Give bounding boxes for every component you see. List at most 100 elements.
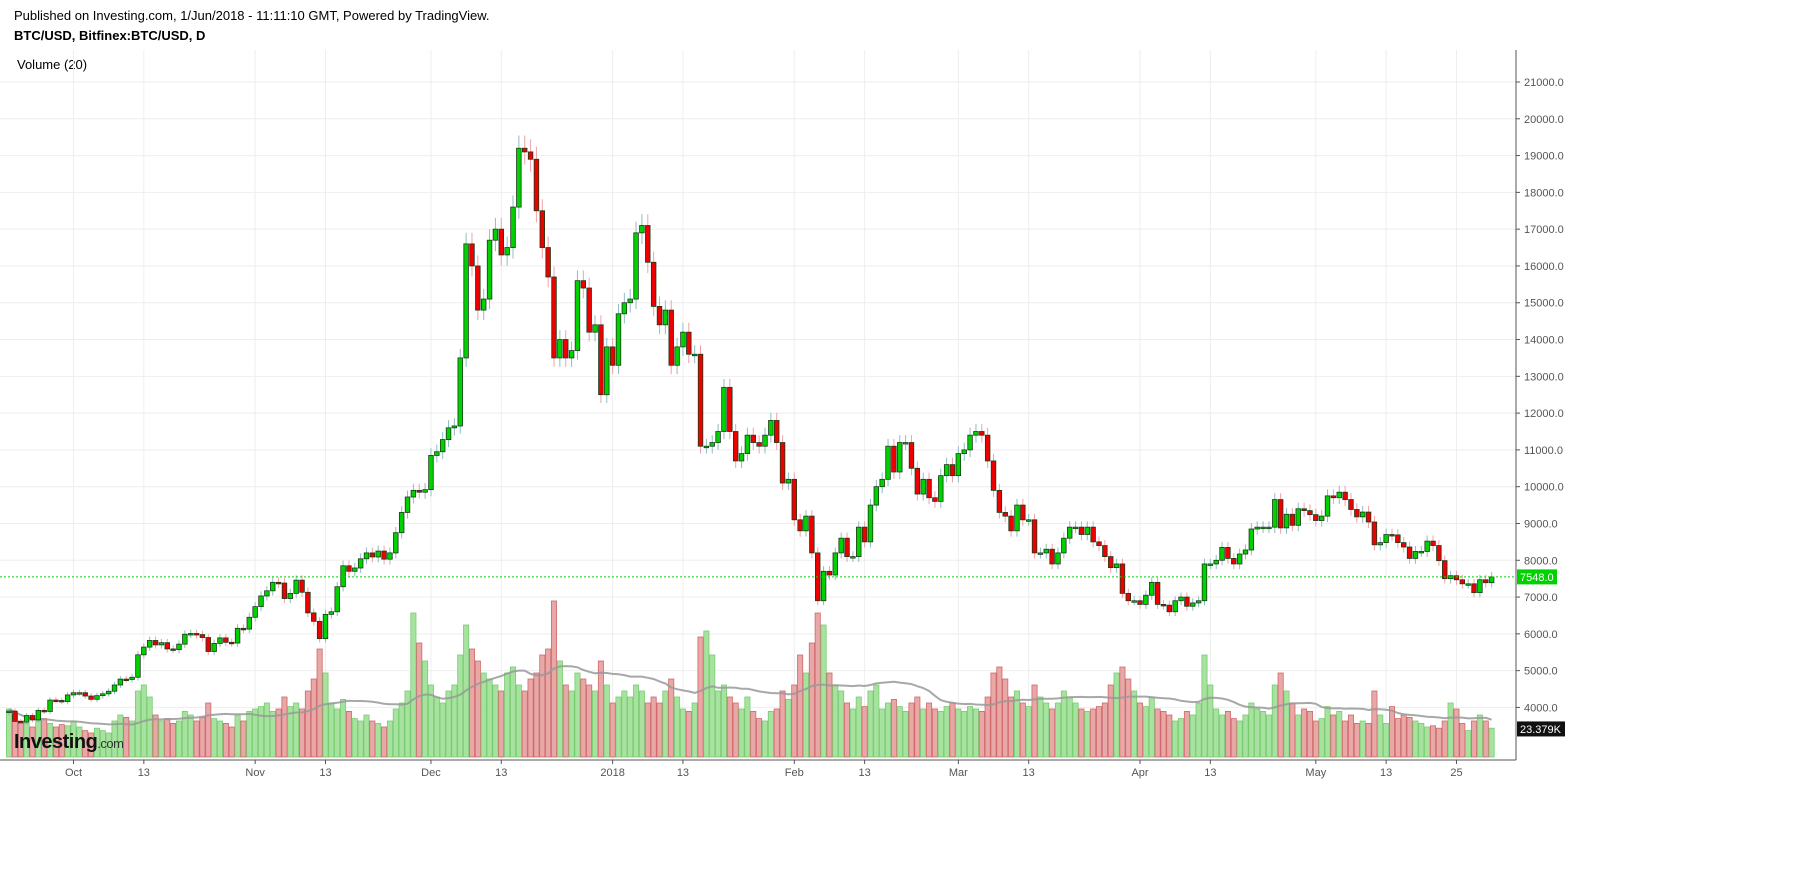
candle-down[interactable] xyxy=(53,699,59,702)
candle-up[interactable] xyxy=(1283,513,1290,529)
candle-down[interactable] xyxy=(1102,545,1108,557)
candle-up[interactable] xyxy=(322,613,329,640)
candle-down[interactable] xyxy=(1154,581,1161,605)
candle-up[interactable] xyxy=(1412,551,1419,559)
candle-up[interactable] xyxy=(744,434,751,454)
candle-down[interactable] xyxy=(580,280,587,289)
candle-down[interactable] xyxy=(299,579,305,593)
candle-down[interactable] xyxy=(598,324,604,396)
candle-up[interactable] xyxy=(838,537,844,554)
candle-up[interactable] xyxy=(879,478,885,488)
candle-up[interactable] xyxy=(270,581,276,592)
candle-down[interactable] xyxy=(990,460,997,491)
candle-down[interactable] xyxy=(311,612,317,622)
candle-down[interactable] xyxy=(229,641,235,645)
candle-down[interactable] xyxy=(223,637,229,643)
candle-down[interactable] xyxy=(908,442,915,469)
candle-up[interactable] xyxy=(492,228,499,241)
candle-up[interactable] xyxy=(674,346,680,366)
candle-up[interactable] xyxy=(873,486,880,506)
candle-up[interactable] xyxy=(955,453,962,477)
candle-up[interactable] xyxy=(1072,526,1079,530)
candle-up[interactable] xyxy=(100,693,106,697)
candle-up[interactable] xyxy=(691,353,698,357)
candle-down[interactable] xyxy=(416,489,422,493)
candle-up[interactable] xyxy=(340,565,346,588)
candle-up[interactable] xyxy=(1025,519,1032,522)
candle-up[interactable] xyxy=(510,206,516,248)
candle-down[interactable] xyxy=(697,353,704,447)
candle-up[interactable] xyxy=(1266,526,1272,530)
candle-up[interactable] xyxy=(1113,563,1120,569)
candle-down[interactable] xyxy=(1430,540,1436,546)
candle-up[interactable] xyxy=(387,552,393,560)
candle-up[interactable] xyxy=(902,442,909,445)
candle-up[interactable] xyxy=(352,567,358,572)
candle-up[interactable] xyxy=(973,431,979,436)
candle-down[interactable] xyxy=(861,526,868,543)
candle-up[interactable] xyxy=(867,504,874,543)
candle-down[interactable] xyxy=(609,346,616,366)
candle-down[interactable] xyxy=(475,265,481,311)
candle-up[interactable] xyxy=(1084,526,1090,535)
candle-up[interactable] xyxy=(187,633,194,636)
candle-up[interactable] xyxy=(1236,553,1243,565)
candle-down[interactable] xyxy=(1108,556,1114,569)
candle-down[interactable] xyxy=(826,570,833,576)
candle-up[interactable] xyxy=(252,606,258,618)
candle-up[interactable] xyxy=(363,552,370,560)
candle-down[interactable] xyxy=(1459,579,1466,585)
candle-down[interactable] xyxy=(1160,604,1167,607)
candle-up[interactable] xyxy=(287,592,294,599)
candle-up[interactable] xyxy=(1207,563,1214,566)
candle-up[interactable] xyxy=(574,280,581,351)
candle-up[interactable] xyxy=(1377,542,1383,546)
candle-down[interactable] xyxy=(152,640,159,646)
candle-up[interactable] xyxy=(662,309,669,326)
candle-down[interactable] xyxy=(891,445,897,473)
candle-up[interactable] xyxy=(592,324,598,333)
candle-up[interactable] xyxy=(1336,491,1342,499)
candle-up[interactable] xyxy=(633,232,639,300)
candle-up[interactable] xyxy=(1149,581,1155,596)
candle-up[interactable] xyxy=(1254,526,1260,530)
candle-down[interactable] xyxy=(1119,563,1126,594)
candle-up[interactable] xyxy=(1178,596,1184,602)
candle-down[interactable] xyxy=(1049,548,1055,565)
candle-up[interactable] xyxy=(393,532,399,554)
candle-down[interactable] xyxy=(533,158,540,212)
candle-up[interactable] xyxy=(334,586,340,613)
candle-down[interactable] xyxy=(949,464,956,477)
candle-down[interactable] xyxy=(586,287,592,333)
candle-up[interactable] xyxy=(820,570,827,602)
candle-up[interactable] xyxy=(428,455,434,491)
candle-up[interactable] xyxy=(938,475,944,502)
candle-up[interactable] xyxy=(1318,515,1325,521)
candle-down[interactable] xyxy=(1483,579,1489,584)
candle-up[interactable] xyxy=(357,558,364,569)
candle-up[interactable] xyxy=(703,445,710,449)
candle-up[interactable] xyxy=(1014,504,1020,532)
candle-down[interactable] xyxy=(668,309,674,366)
candle-down[interactable] xyxy=(984,434,991,462)
candle-down[interactable] xyxy=(1225,546,1231,559)
candle-up[interactable] xyxy=(1131,600,1137,603)
candle-down[interactable] xyxy=(686,331,692,355)
candle-up[interactable] xyxy=(1219,546,1225,561)
candle-up[interactable] xyxy=(568,350,575,359)
candle-up[interactable] xyxy=(961,449,967,454)
candle-down[interactable] xyxy=(996,489,1003,513)
candle-up[interactable] xyxy=(94,695,100,700)
candle-up[interactable] xyxy=(604,346,610,396)
candle-down[interactable] xyxy=(1078,526,1085,535)
candle-down[interactable] xyxy=(29,715,36,721)
candle-down[interactable] xyxy=(1389,534,1395,537)
candle-up[interactable] xyxy=(1213,559,1219,565)
candle-up[interactable] xyxy=(35,709,42,721)
candle-down[interactable] xyxy=(650,261,657,307)
candle-down[interactable] xyxy=(1401,542,1407,548)
candle-up[interactable] xyxy=(398,512,405,534)
candle-down[interactable] xyxy=(123,678,129,682)
candle-up[interactable] xyxy=(1477,579,1483,594)
